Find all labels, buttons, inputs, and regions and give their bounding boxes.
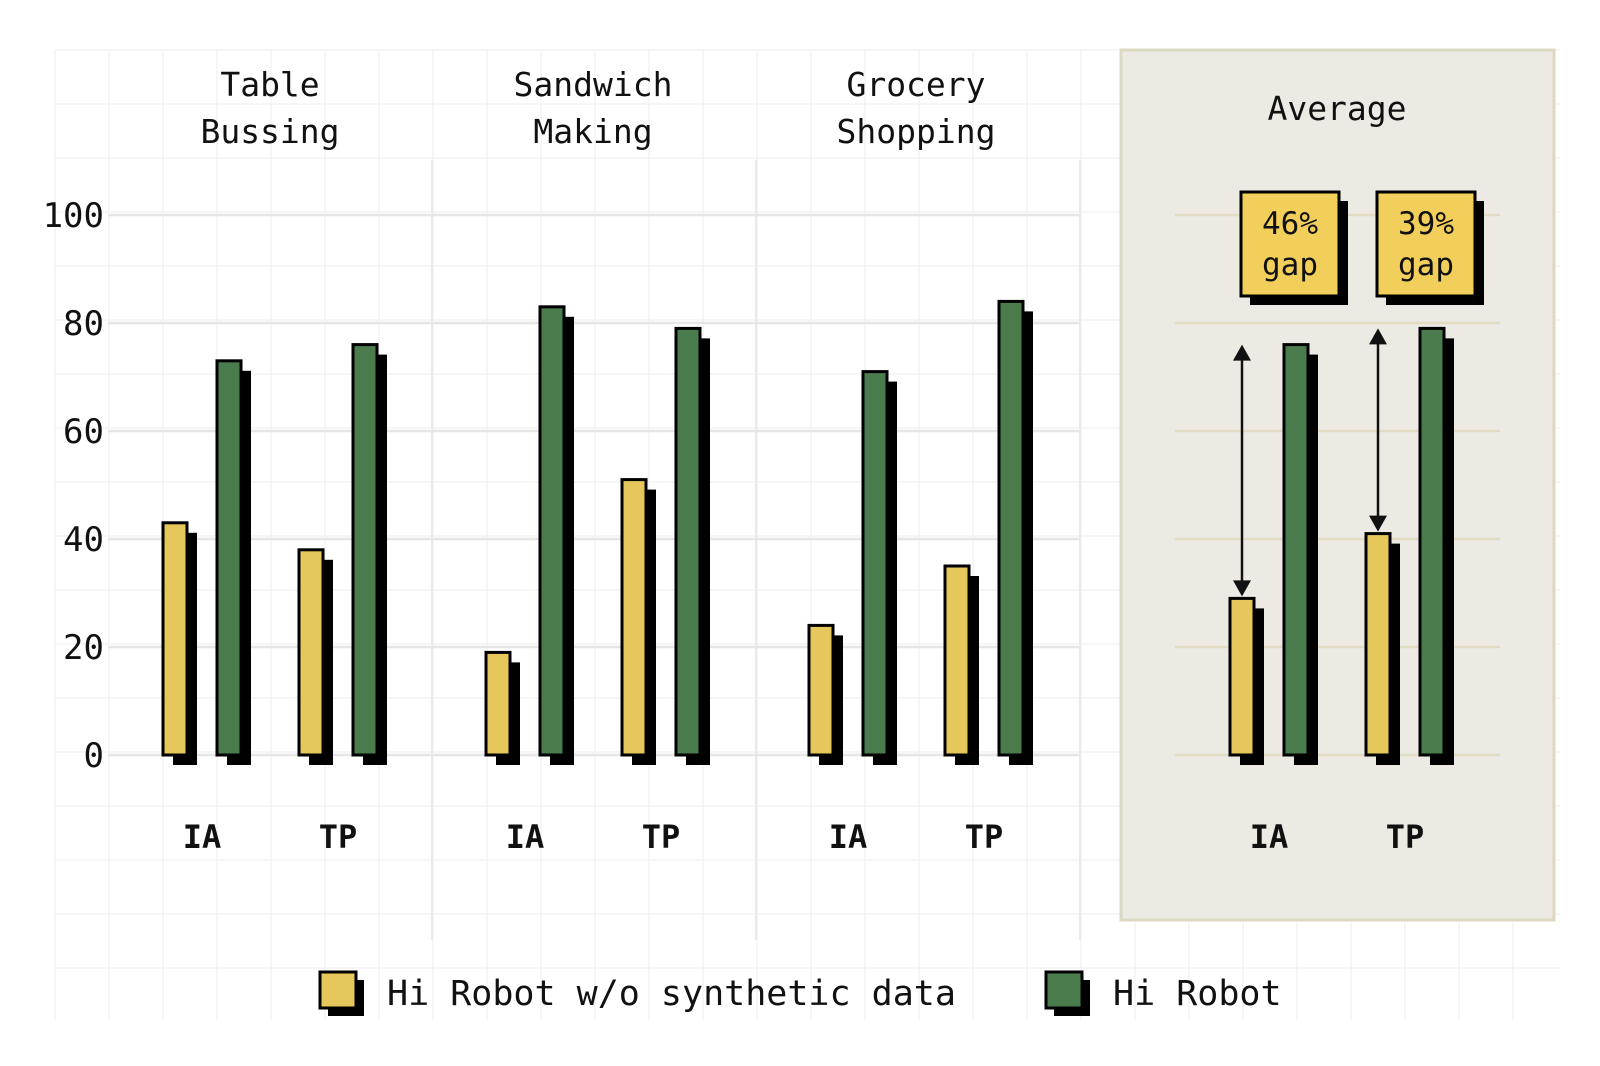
legend-swatch bbox=[1044, 970, 1084, 1010]
x-category-label: IA bbox=[829, 818, 868, 856]
x-category-label: TP bbox=[965, 818, 1004, 856]
gap-label-text: 39% bbox=[1398, 206, 1454, 242]
group-title: Grocery bbox=[846, 65, 985, 104]
bar-series-b bbox=[1282, 343, 1310, 757]
group-title: Average bbox=[1267, 89, 1406, 128]
y-tick-label: 60 bbox=[63, 412, 104, 452]
bar-series-b bbox=[538, 305, 566, 757]
bar-series-a bbox=[1228, 596, 1256, 757]
legend-swatch bbox=[318, 970, 358, 1010]
gap-label-box bbox=[1375, 190, 1477, 298]
gap-label-box bbox=[1239, 190, 1341, 298]
y-tick-label: 40 bbox=[63, 520, 104, 560]
x-category-label: IA bbox=[1250, 818, 1289, 856]
y-tick-label: 0 bbox=[84, 736, 104, 776]
gap-arrow-head-up bbox=[1233, 344, 1251, 361]
x-category-label: IA bbox=[183, 818, 222, 856]
gap-label-text: 46% bbox=[1262, 206, 1318, 242]
bar-series-b bbox=[674, 326, 702, 757]
bar-series-b bbox=[215, 359, 243, 757]
x-category-label: IA bbox=[506, 818, 545, 856]
bar-series-a bbox=[943, 564, 971, 757]
gap-arrow-head-down bbox=[1233, 580, 1251, 597]
x-category-label: TP bbox=[319, 818, 358, 856]
group-title: Sandwich bbox=[514, 65, 673, 104]
y-tick-label: 80 bbox=[63, 304, 104, 344]
bar-series-b bbox=[861, 370, 889, 757]
group-title: Table bbox=[220, 65, 319, 104]
legend-label: Hi Robot w/o synthetic data bbox=[387, 974, 956, 1014]
y-tick-label: 20 bbox=[63, 628, 104, 668]
gap-arrow-head-down bbox=[1369, 515, 1387, 532]
gap-arrow-head-up bbox=[1369, 328, 1387, 345]
average-panel bbox=[1119, 48, 1556, 922]
gap-label-text: gap bbox=[1262, 247, 1318, 283]
bar-series-a bbox=[620, 478, 648, 757]
y-tick-label: 100 bbox=[43, 196, 104, 236]
bar-series-a bbox=[1364, 532, 1392, 757]
bar-series-a bbox=[484, 650, 512, 757]
x-category-label: TP bbox=[642, 818, 681, 856]
bar-series-a bbox=[297, 548, 325, 757]
x-category-label: TP bbox=[1386, 818, 1425, 856]
bar-series-a bbox=[807, 623, 835, 757]
bar-series-b bbox=[997, 299, 1025, 757]
group-title: Bussing bbox=[200, 112, 339, 151]
legend-label: Hi Robot bbox=[1113, 974, 1282, 1014]
bar-series-b bbox=[1418, 326, 1446, 757]
group-title: Shopping bbox=[837, 112, 996, 151]
bar-series-a bbox=[161, 521, 189, 757]
bar-series-b bbox=[351, 343, 379, 757]
group-title: Making bbox=[533, 112, 652, 151]
gap-label-text: gap bbox=[1398, 247, 1454, 283]
